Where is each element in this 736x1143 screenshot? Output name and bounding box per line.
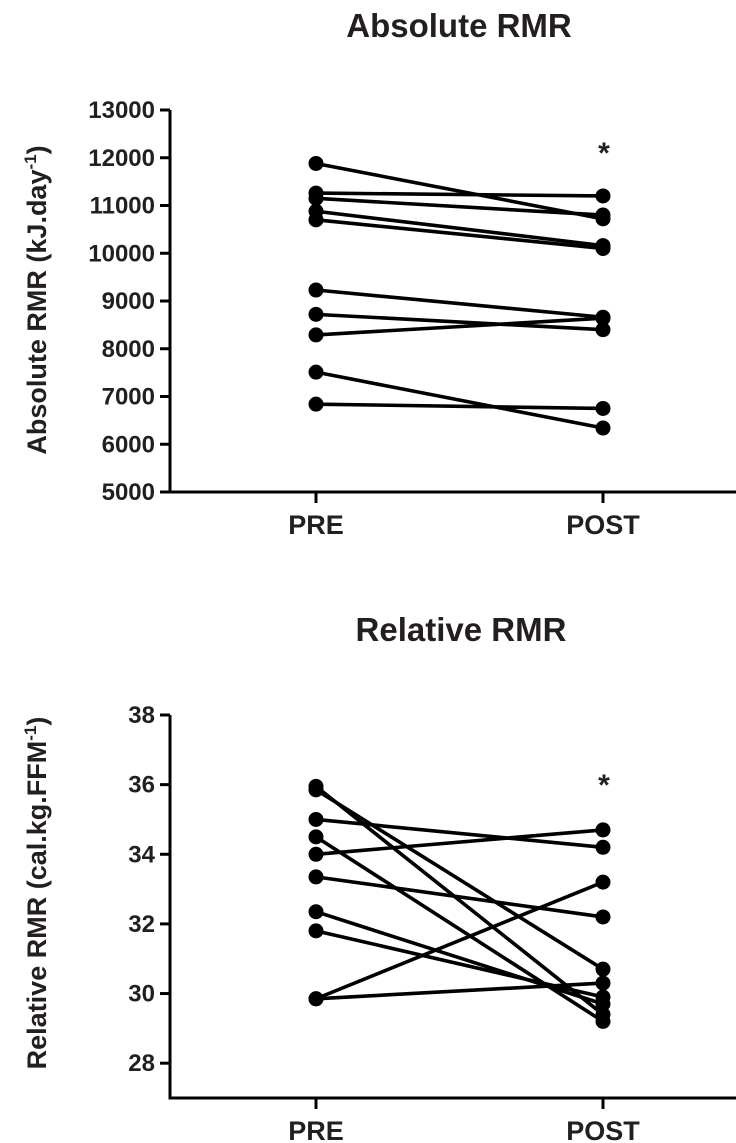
data-points [308,778,611,1029]
data-point-post [595,975,611,991]
subject-line [314,218,605,251]
y-tick-labels: 28 30 32 34 36 38 [128,702,155,1077]
y-tick-label: 11000 [90,193,155,220]
x-tick-labels: PRE POST [288,510,640,540]
series-lines [314,161,605,430]
data-point-post [595,322,611,338]
axes [160,108,736,503]
data-point-post [595,1013,611,1029]
x-tick-label-post: POST [566,1116,640,1143]
data-point-pre [308,306,324,322]
data-point-pre [308,396,324,412]
y-tick-label: 12000 [88,145,155,172]
y-axis-label-main: Absolute RMR (kJ.day [22,170,52,455]
subject-line [314,191,605,198]
subject-line [314,981,605,1001]
y-axis-label-main: Relative RMR (cal.kg.FFM [22,741,52,1070]
subject-line [314,828,605,857]
x-tick-label-pre: PRE [288,510,344,540]
data-point-pre [308,811,324,827]
data-point-post [595,310,611,326]
x-tick-label-pre: PRE [288,1116,344,1143]
data-point-post [595,822,611,838]
data-point-post [595,839,611,855]
y-tick-label: 5000 [102,479,155,506]
x-tick-labels: PRE POST [288,1116,640,1143]
relative-rmr-panel: Relative RMR Relative RMR (cal.kg.FFM-1)… [21,611,736,1143]
y-tick-label: 7000 [102,384,155,411]
subject-line [314,288,605,320]
subject-line [314,209,605,248]
data-point-post [595,420,611,436]
series-lines [314,784,605,1024]
data-point-pre [308,923,324,939]
chart-title: Absolute RMR [346,7,572,44]
data-point-pre [308,190,324,206]
data-point-pre [308,846,324,862]
subject-line [314,817,605,850]
y-tick-label: 38 [128,702,155,729]
y-tick-labels: 5000 6000 7000 8000 9000 10000 11000 12000 13000 [88,97,155,506]
y-tick-label: 28 [128,1050,155,1077]
chart-title: Relative RMR [356,611,567,648]
data-point-pre [308,869,324,885]
subject-line [314,880,605,1001]
axes [160,713,736,1109]
data-point-post [595,188,611,204]
subject-line [314,835,605,1024]
data-point-pre [308,327,324,343]
subject-line [314,196,605,217]
data-point-post [595,989,611,1005]
subject-line [314,909,605,1006]
subject-line [314,875,605,919]
data-point-post [595,400,611,416]
y-tick-label: 30 [128,981,155,1008]
y-axis-label-close: ) [22,717,52,726]
significance-marker: * [598,769,610,802]
y-tick-label: 13000 [88,97,155,124]
data-point-post [595,909,611,925]
y-tick-label: 9000 [102,288,155,315]
significance-marker: * [598,137,610,170]
data-point-pre [308,991,324,1007]
data-point-pre [308,904,324,920]
data-point-pre [308,829,324,845]
data-point-pre [308,282,324,298]
subject-line [314,402,605,411]
y-tick-label: 32 [128,911,155,938]
subject-line [314,316,605,337]
x-tick-label-post: POST [566,510,640,540]
data-point-post [595,874,611,890]
subject-line [314,788,605,971]
data-points [308,155,611,436]
y-axis-label-superscript: -1 [21,154,40,169]
subject-line [314,370,605,430]
data-point-pre [308,782,324,798]
y-tick-label: 8000 [102,336,155,363]
subject-line [314,161,605,221]
data-point-post [595,961,611,977]
y-axis-label-close: ) [22,145,52,154]
data-point-pre [308,364,324,380]
data-point-pre [308,155,324,171]
y-tick-label: 36 [128,772,155,799]
data-point-post [595,207,611,223]
y-tick-label: 34 [128,841,155,868]
y-axis-label: Relative RMR (cal.kg.FFM-1) [21,717,52,1070]
y-axis-label: Absolute RMR (kJ.day-1) [21,145,52,454]
data-point-pre [308,212,324,228]
y-tick-label: 6000 [102,431,155,458]
absolute-rmr-panel: Absolute RMR Absolute RMR (kJ.day-1) 500… [21,7,736,540]
data-point-post [595,240,611,256]
y-axis-label-superscript: -1 [21,726,40,741]
subject-line [314,312,605,332]
y-tick-label: 10000 [88,240,155,267]
